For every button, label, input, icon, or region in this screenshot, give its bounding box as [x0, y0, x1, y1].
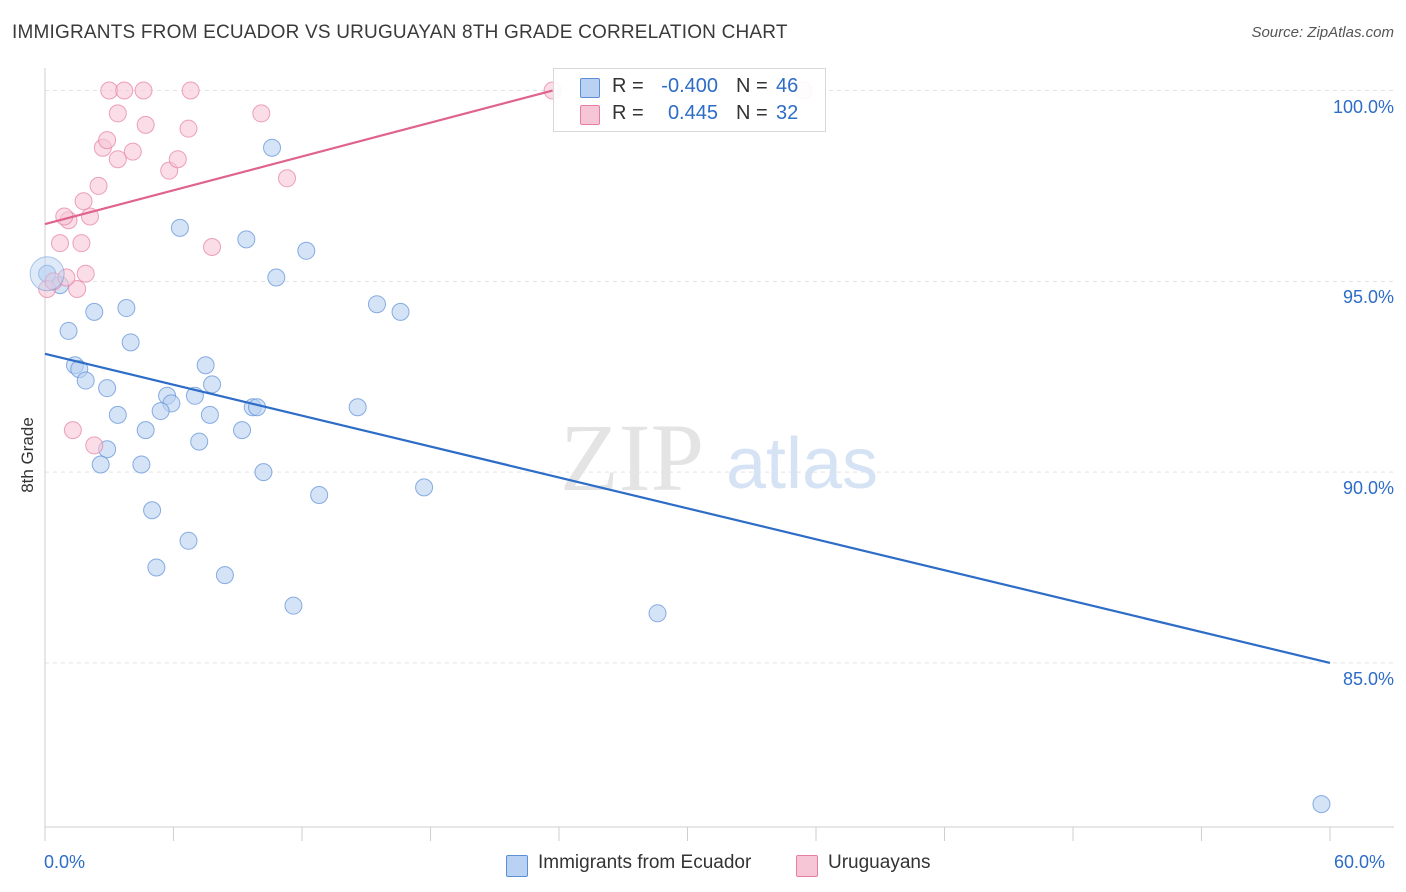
- ecuador-point: [136, 421, 155, 440]
- y-tick-label: 90.0%: [1342, 478, 1394, 499]
- grid-lines: [45, 90, 1394, 664]
- uruguayans-point: [115, 81, 134, 100]
- ecuador-point: [91, 455, 110, 474]
- ecuador-point: [151, 402, 170, 421]
- uruguayans-point: [108, 150, 127, 169]
- ecuador-point: [147, 558, 166, 577]
- uruguayans-point: [98, 131, 117, 150]
- r-value: 0.445: [667, 102, 718, 124]
- ecuador-point: [348, 398, 367, 417]
- uruguayans-point: [74, 192, 93, 211]
- trend-lines: [44, 89, 1331, 664]
- uruguayans-point: [72, 234, 91, 253]
- ecuador-point: [215, 566, 234, 585]
- uruguayans-point: [181, 81, 200, 100]
- ecuador-swatch: [506, 855, 528, 877]
- uruguayans-point: [100, 81, 119, 100]
- n-label: N =: [736, 102, 768, 124]
- watermark-atlas: atlas: [726, 424, 878, 504]
- r-label: R =: [612, 102, 644, 124]
- uruguayans-point: [85, 436, 104, 455]
- uruguayans-point: [123, 142, 142, 161]
- stats-legend: R = -0.400 N = 46 R = 0.445 N = 32: [553, 68, 826, 132]
- y-tick-label: 85.0%: [1342, 668, 1394, 689]
- uruguayans-point: [168, 150, 187, 169]
- uruguayans-point: [278, 169, 297, 188]
- stats-row-uruguayans: R = 0.445 N = 32: [554, 100, 825, 128]
- ecuador-point: [233, 421, 252, 440]
- ecuador-point: [263, 138, 282, 157]
- r-label: R =: [612, 75, 644, 97]
- ecuador-point: [108, 405, 127, 424]
- ecuador-cluster-point: [29, 256, 65, 292]
- legend-label-ecuador: Immigrants from Ecuador: [538, 852, 752, 873]
- uruguayans-point: [89, 176, 108, 195]
- n-value: 32: [776, 102, 799, 124]
- r-value: -0.400: [661, 75, 718, 97]
- uruguayans-point: [50, 234, 69, 253]
- ecuador-point: [85, 302, 104, 321]
- ecuador-point: [76, 371, 95, 390]
- uruguayans-point: [203, 237, 222, 256]
- ecuador-point: [254, 463, 273, 482]
- uruguayans-point: [63, 421, 82, 440]
- ecuador-point: [179, 531, 198, 550]
- y-tick-label: 95.0%: [1342, 287, 1394, 308]
- ecuador-point: [415, 478, 434, 497]
- ecuador-point: [98, 379, 117, 398]
- uruguayans-point: [68, 279, 87, 298]
- axes: [44, 68, 1394, 841]
- x-tick-label-max: 60.0%: [1334, 852, 1386, 872]
- watermark-zip: ZIP: [560, 404, 704, 511]
- y-tick-label: 100.0%: [1332, 96, 1394, 117]
- uruguayans-point: [136, 115, 155, 134]
- ecuador-trend-line: [44, 352, 1331, 664]
- x-tick-label-min: 0.0%: [44, 852, 86, 872]
- ecuador-point: [203, 375, 222, 394]
- uruguayans-swatch: [580, 105, 600, 125]
- ecuador-point: [170, 218, 189, 237]
- ecuador-point: [196, 356, 215, 375]
- ecuador-point: [237, 230, 256, 249]
- ecuador-point: [284, 596, 303, 615]
- uruguayans-point: [134, 81, 153, 100]
- source-label: Source: ZipAtlas.com: [1251, 24, 1394, 41]
- ecuador-point: [267, 268, 286, 287]
- n-label: N =: [736, 75, 768, 97]
- ecuador-point: [648, 604, 667, 623]
- watermark: ZIP atlas: [560, 404, 878, 511]
- ecuador-point: [143, 501, 162, 520]
- ecuador-point: [121, 333, 140, 352]
- stats-row-ecuador: R = -0.400 N = 46: [554, 73, 825, 101]
- uruguayans-trend-line: [44, 89, 553, 226]
- ecuador-point: [1312, 795, 1331, 814]
- ecuador-point: [310, 486, 329, 505]
- uruguayans-point: [252, 104, 271, 123]
- legend-label-uruguayans: Uruguayans: [828, 852, 931, 873]
- uruguayans-point: [76, 264, 95, 283]
- y-axis-label: 8th Grade: [18, 417, 37, 493]
- uruguayans-point: [108, 104, 127, 123]
- ecuador-point: [190, 432, 209, 451]
- ecuador-point: [367, 295, 386, 314]
- ecuador-point: [117, 299, 136, 318]
- ecuador-point: [132, 455, 151, 474]
- ecuador-point: [391, 302, 410, 321]
- chart-title: IMMIGRANTS FROM ECUADOR VS URUGUAYAN 8TH…: [12, 22, 788, 43]
- uruguayans-swatch: [796, 855, 818, 877]
- ecuador-swatch: [580, 78, 600, 98]
- data-points: [29, 81, 1331, 814]
- uruguayans-point: [179, 119, 198, 138]
- ecuador-point: [297, 241, 316, 260]
- n-value: 46: [776, 75, 799, 97]
- ecuador-point: [200, 405, 219, 424]
- ecuador-point: [59, 321, 78, 340]
